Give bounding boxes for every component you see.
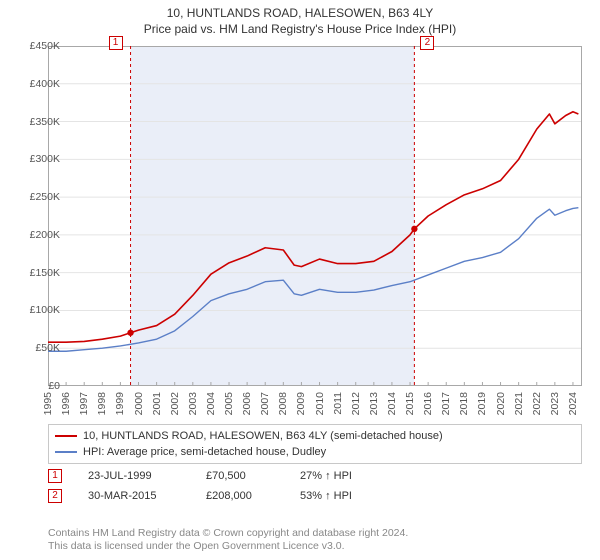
x-axis-tick-label: 2017: [440, 392, 452, 415]
event-pct: 27% ↑ HPI: [300, 470, 390, 482]
x-axis-tick-label: 1999: [114, 392, 126, 415]
x-axis-tick-label: 2003: [187, 392, 199, 415]
legend-swatch: [55, 435, 77, 437]
x-axis-tick-label: 2013: [368, 392, 380, 415]
x-axis-tick-label: 2012: [350, 392, 362, 415]
x-axis-tick-label: 2020: [495, 392, 507, 415]
sale-marker-icon: 2: [420, 36, 434, 50]
x-axis-tick-label: 2006: [241, 392, 253, 415]
event-date: 30-MAR-2015: [88, 490, 180, 502]
chart-subtitle: Price paid vs. HM Land Registry's House …: [0, 22, 600, 36]
x-axis-tick-label: 2002: [169, 392, 181, 415]
legend-label: 10, HUNTLANDS ROAD, HALESOWEN, B63 4LY (…: [83, 430, 443, 442]
x-axis-tick-label: 2016: [422, 392, 434, 415]
attribution-line: Contains HM Land Registry data © Crown c…: [48, 527, 582, 541]
event-pct: 53% ↑ HPI: [300, 490, 390, 502]
x-axis-tick-label: 2021: [513, 392, 525, 415]
y-axis-tick-label: £150K: [16, 267, 60, 279]
x-axis-tick-label: 1997: [78, 392, 90, 415]
x-axis-tick-label: 2000: [133, 392, 145, 415]
y-axis-tick-label: £450K: [16, 40, 60, 52]
event-row: 2 30-MAR-2015 £208,000 53% ↑ HPI: [48, 486, 582, 506]
x-axis-tick-label: 2019: [476, 392, 488, 415]
y-axis-tick-label: £300K: [16, 153, 60, 165]
x-axis-tick-label: 2004: [205, 392, 217, 415]
event-marker-icon: 1: [48, 469, 62, 483]
x-axis-tick-label: 2007: [259, 392, 271, 415]
event-date: 23-JUL-1999: [88, 470, 180, 482]
legend-row: 10, HUNTLANDS ROAD, HALESOWEN, B63 4LY (…: [55, 428, 575, 444]
chart-header: 10, HUNTLANDS ROAD, HALESOWEN, B63 4LY P…: [0, 0, 600, 36]
x-axis-tick-label: 1998: [96, 392, 108, 415]
x-axis-tick-label: 2024: [567, 392, 579, 415]
event-price: £70,500: [206, 470, 274, 482]
y-axis-tick-label: £250K: [16, 191, 60, 203]
event-marker-icon: 2: [48, 489, 62, 503]
legend-label: HPI: Average price, semi-detached house,…: [83, 446, 326, 458]
y-axis-tick-label: £50K: [16, 342, 60, 354]
x-axis-tick-label: 2005: [223, 392, 235, 415]
x-axis-tick-label: 2014: [386, 392, 398, 415]
x-axis-tick-label: 2010: [314, 392, 326, 415]
x-axis-tick-label: 2023: [549, 392, 561, 415]
event-row: 1 23-JUL-1999 £70,500 27% ↑ HPI: [48, 466, 582, 486]
x-axis-tick-label: 1996: [60, 392, 72, 415]
x-axis-tick-label: 2018: [458, 392, 470, 415]
attribution-line: This data is licensed under the Open Gov…: [48, 540, 582, 554]
chart-plot-area: [48, 46, 582, 386]
x-axis-tick-label: 2001: [151, 392, 163, 415]
y-axis-tick-label: £200K: [16, 229, 60, 241]
x-axis-tick-label: 1995: [42, 392, 54, 415]
y-axis-tick-label: £0: [16, 380, 60, 392]
y-axis-tick-label: £100K: [16, 304, 60, 316]
legend-swatch: [55, 451, 77, 453]
chart: [48, 46, 582, 386]
y-axis-tick-label: £400K: [16, 78, 60, 90]
x-axis-tick-label: 2008: [277, 392, 289, 415]
x-axis-tick-label: 2022: [531, 392, 543, 415]
event-price: £208,000: [206, 490, 274, 502]
x-axis-tick-label: 2015: [404, 392, 416, 415]
chart-title: 10, HUNTLANDS ROAD, HALESOWEN, B63 4LY: [0, 6, 600, 20]
legend-row: HPI: Average price, semi-detached house,…: [55, 444, 575, 460]
sale-events: 1 23-JUL-1999 £70,500 27% ↑ HPI 2 30-MAR…: [48, 466, 582, 506]
sale-marker-icon: 1: [109, 36, 123, 50]
y-axis-tick-label: £350K: [16, 116, 60, 128]
x-axis-tick-label: 2011: [332, 392, 344, 415]
x-axis-tick-label: 2009: [295, 392, 307, 415]
data-attribution: Contains HM Land Registry data © Crown c…: [48, 527, 582, 554]
legend: 10, HUNTLANDS ROAD, HALESOWEN, B63 4LY (…: [48, 424, 582, 464]
